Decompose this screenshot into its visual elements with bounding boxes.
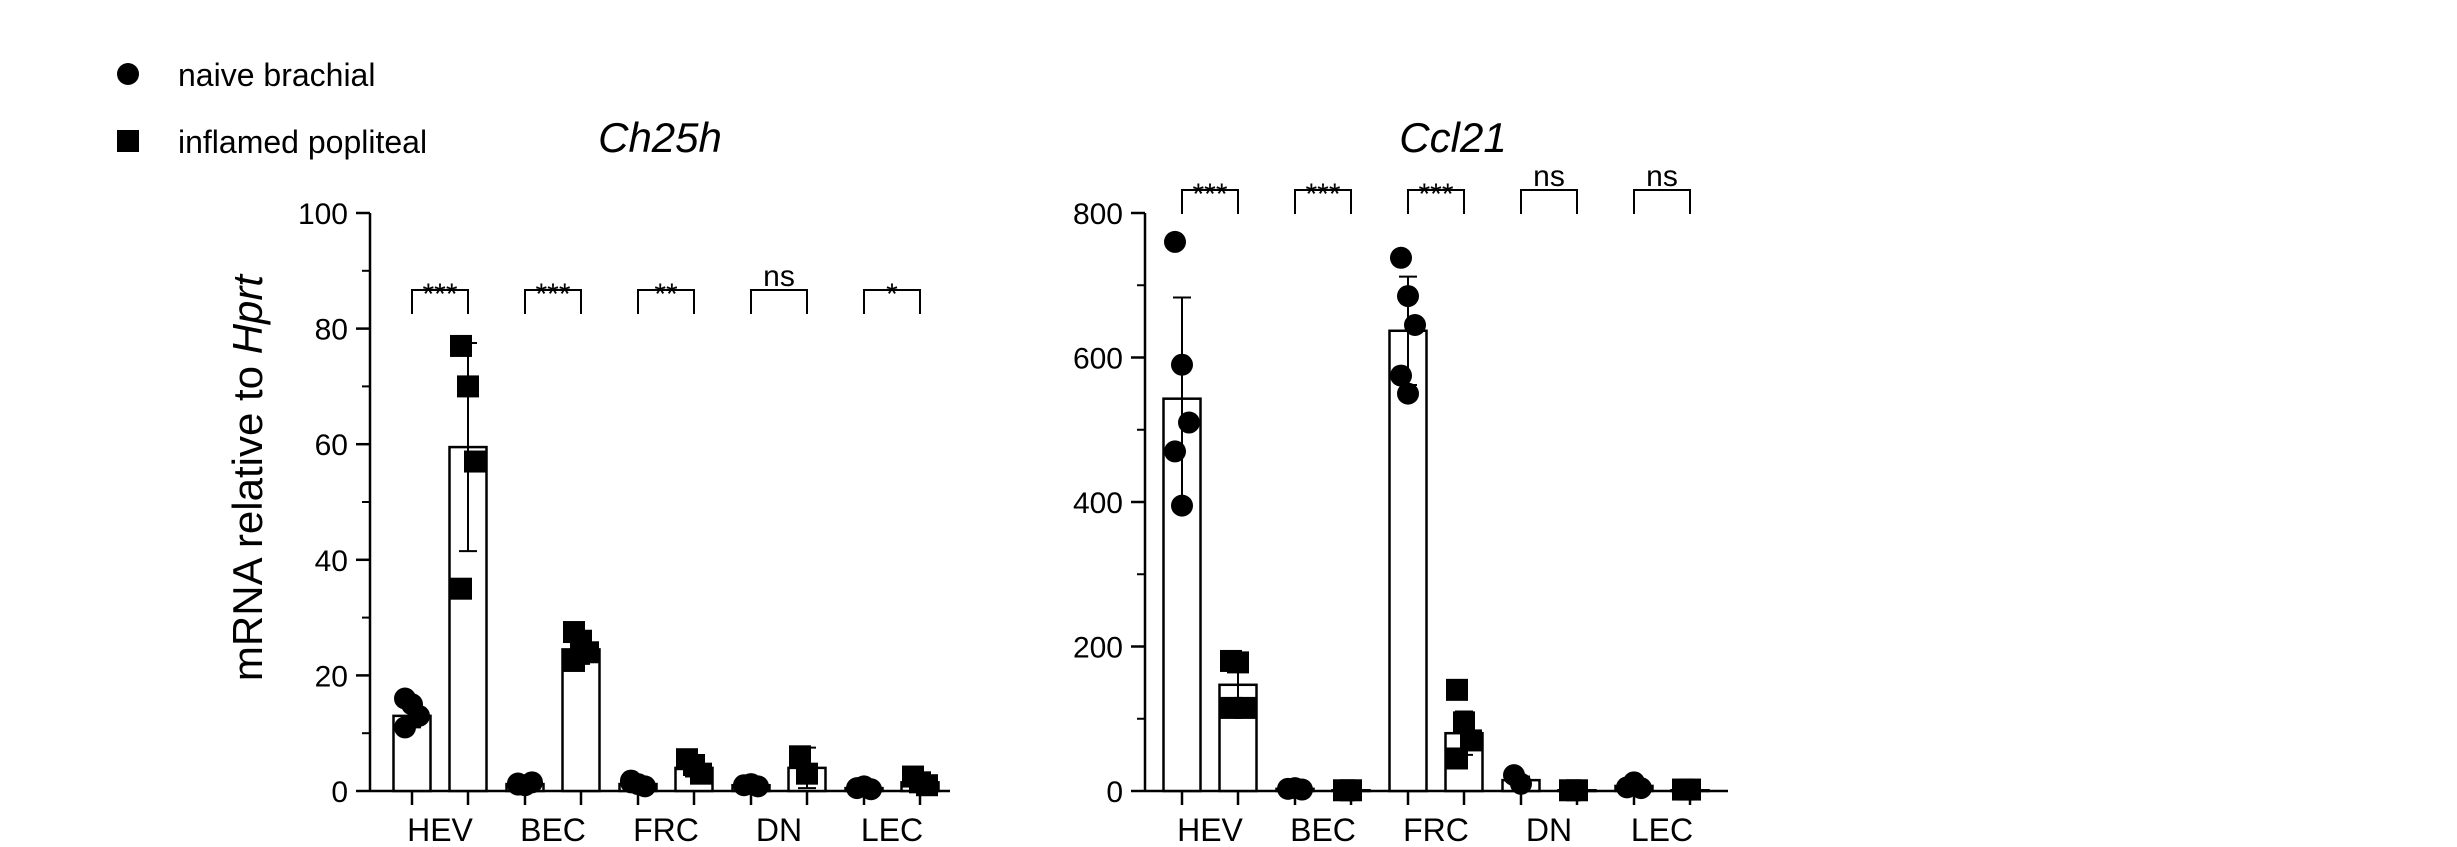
data-point xyxy=(1446,678,1468,701)
data-point xyxy=(1397,382,1419,405)
data-point xyxy=(916,774,938,797)
x-category-label: DN xyxy=(1526,812,1572,847)
panel-title-ch25h: Ch25h xyxy=(598,114,722,161)
data-point xyxy=(1390,246,1412,269)
significance-bracket xyxy=(750,289,808,314)
y-tick-label: 200 xyxy=(1073,632,1123,665)
data-point xyxy=(1460,729,1482,752)
data-point xyxy=(860,778,882,801)
y-tick-label: 100 xyxy=(298,198,348,231)
y-axis-label: mRNA relative to Hprt xyxy=(224,273,271,681)
significance-bracket xyxy=(524,289,582,314)
x-category-label: HEV xyxy=(407,812,473,847)
chart-panel-ccl21: 0 200 400 600 800 HEV *** BEC *** FRC *** DN ns LEC ns xyxy=(1073,160,1728,847)
significance-bracket xyxy=(411,289,469,314)
data-point xyxy=(1171,353,1193,376)
data-point xyxy=(1453,711,1475,734)
significance-label: *** xyxy=(1418,178,1453,211)
data-point xyxy=(1397,285,1419,308)
significance-bracket xyxy=(637,289,695,314)
data-point xyxy=(1404,313,1426,336)
data-point xyxy=(1164,440,1186,463)
significance-label: *** xyxy=(1192,178,1227,211)
significance-label: *** xyxy=(422,278,457,311)
data-point xyxy=(1178,411,1200,434)
data-point xyxy=(457,375,479,398)
data-point xyxy=(1446,747,1468,770)
significance-bracket xyxy=(1633,189,1691,214)
x-category-label: FRC xyxy=(1403,812,1469,847)
significance-label: *** xyxy=(535,278,570,311)
significance-label: * xyxy=(886,278,898,311)
x-category-label: BEC xyxy=(520,812,586,847)
x-category-label: FRC xyxy=(633,812,699,847)
significance-label: *** xyxy=(1305,178,1340,211)
data-point xyxy=(1679,778,1701,801)
y-tick-label: 0 xyxy=(1106,776,1123,809)
significance-bracket xyxy=(863,289,921,314)
legend-label-naive-brachial: naive brachial xyxy=(178,57,375,93)
data-point xyxy=(747,775,769,798)
bar xyxy=(1388,329,1428,793)
data-point xyxy=(690,762,712,785)
bar xyxy=(561,648,601,793)
x-category-label: LEC xyxy=(1631,812,1693,847)
data-point xyxy=(464,450,486,473)
significance-label: ** xyxy=(654,278,678,311)
data-point xyxy=(796,762,818,785)
legend: naive brachial inflamed popliteal xyxy=(117,57,427,160)
legend-label-inflamed-popliteal: inflamed popliteal xyxy=(178,124,427,160)
data-point xyxy=(1566,779,1588,802)
y-tick-label: 20 xyxy=(315,660,348,693)
data-point xyxy=(450,577,472,600)
y-tick-label: 40 xyxy=(315,545,348,578)
data-point xyxy=(1220,696,1242,719)
data-point xyxy=(789,745,811,768)
y-tick-label: 0 xyxy=(331,776,348,809)
significance-bracket xyxy=(1520,189,1578,214)
data-point xyxy=(394,716,416,739)
significance-bracket xyxy=(1407,189,1465,214)
significance-bracket xyxy=(1294,189,1352,214)
y-tick-label: 400 xyxy=(1073,487,1123,520)
significance-bracket xyxy=(1181,189,1239,214)
x-category-label: BEC xyxy=(1290,812,1356,847)
panel-title-ccl21: Ccl21 xyxy=(1399,114,1506,161)
data-point xyxy=(1390,364,1412,387)
data-point xyxy=(450,334,472,357)
y-tick-label: 60 xyxy=(315,429,348,462)
y-axis-label-prefix: mRNA relative to xyxy=(224,354,271,681)
data-point xyxy=(1164,230,1186,253)
x-category-label: HEV xyxy=(1177,812,1243,847)
y-tick-label: 80 xyxy=(315,314,348,347)
significance-label: ns xyxy=(1646,160,1678,193)
legend-marker-square xyxy=(117,130,139,152)
significance-label: ns xyxy=(763,260,795,293)
y-axis-label-gene: Hprt xyxy=(224,273,271,355)
data-point xyxy=(1291,778,1313,801)
data-point xyxy=(1630,777,1652,800)
x-category-label: DN xyxy=(756,812,802,847)
data-point xyxy=(1227,651,1249,674)
y-tick-label: 800 xyxy=(1073,198,1123,231)
x-category-label: LEC xyxy=(861,812,923,847)
y-tick-label: 600 xyxy=(1073,343,1123,376)
chart-panel-ch25h: 0 20 40 60 80 100 HEV *** BEC *** FRC ** DN ns LEC * xyxy=(298,198,950,847)
data-point xyxy=(507,773,529,796)
data-point xyxy=(620,771,642,794)
data-point xyxy=(1171,494,1193,517)
data-point xyxy=(563,649,585,672)
data-point xyxy=(1340,779,1362,802)
significance-label: ns xyxy=(1533,160,1565,193)
legend-marker-circle xyxy=(117,63,139,85)
data-point xyxy=(1510,772,1532,795)
